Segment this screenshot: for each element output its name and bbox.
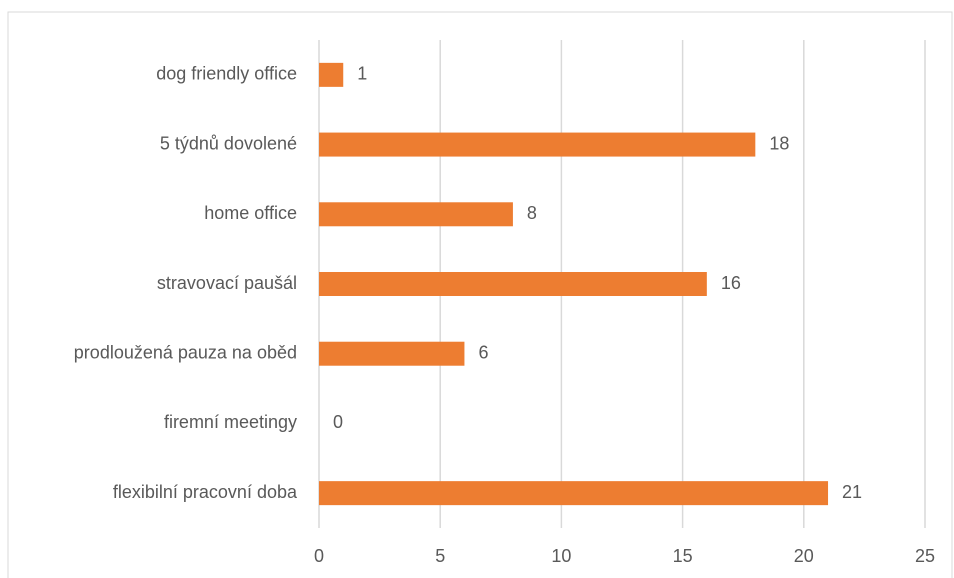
y-tick-label: firemní meetingy (164, 412, 297, 432)
x-tick-label: 15 (673, 546, 693, 566)
data-label: 6 (478, 342, 488, 362)
y-tick-label: flexibilní pracovní doba (113, 482, 298, 502)
x-tick-label: 5 (435, 546, 445, 566)
y-tick-label: prodloužená pauza na oběd (74, 342, 297, 362)
bar (319, 202, 513, 227)
bar (319, 132, 756, 157)
x-tick-label: 25 (915, 546, 935, 566)
bar (319, 62, 344, 87)
bar (319, 481, 829, 506)
data-label: 21 (842, 482, 862, 502)
y-tick-label: home office (204, 203, 297, 223)
bar (319, 341, 465, 366)
data-label: 16 (721, 273, 741, 293)
y-tick-label: dog friendly office (156, 64, 297, 84)
y-tick-label: 5 týdnů dovolené (160, 133, 297, 153)
chart-border (7, 11, 953, 578)
data-label: 1 (357, 64, 367, 84)
data-label: 18 (769, 133, 789, 153)
y-tick-label: stravovací paušál (157, 273, 297, 293)
x-tick-label: 20 (794, 546, 814, 566)
x-tick-label: 10 (551, 546, 571, 566)
data-label: 0 (333, 412, 343, 432)
data-label: 8 (527, 203, 537, 223)
bar (319, 272, 707, 296)
x-tick-label: 0 (314, 546, 324, 566)
